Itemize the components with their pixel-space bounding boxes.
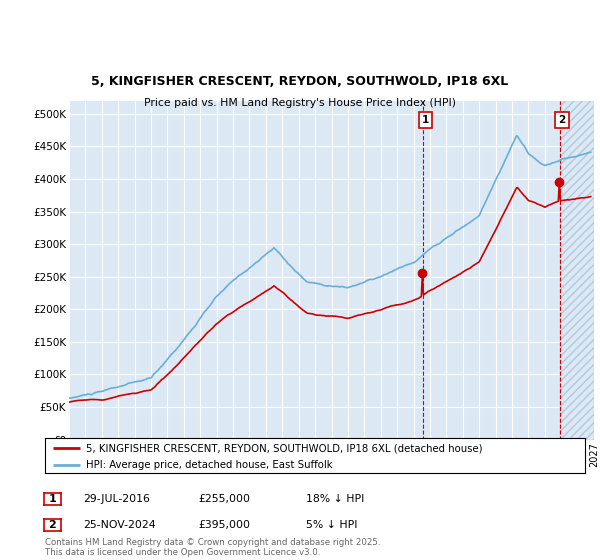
Text: Price paid vs. HM Land Registry's House Price Index (HPI): Price paid vs. HM Land Registry's House … xyxy=(144,98,456,108)
Text: Contains HM Land Registry data © Crown copyright and database right 2025.
This d: Contains HM Land Registry data © Crown c… xyxy=(45,538,380,557)
Text: 29-JUL-2016: 29-JUL-2016 xyxy=(83,494,149,504)
Text: 2: 2 xyxy=(559,115,566,125)
Text: 18% ↓ HPI: 18% ↓ HPI xyxy=(306,494,364,504)
Text: HPI: Average price, detached house, East Suffolk: HPI: Average price, detached house, East… xyxy=(86,460,332,469)
Bar xyxy=(560,101,594,440)
Text: 5, KINGFISHER CRESCENT, REYDON, SOUTHWOLD, IP18 6XL (detached house): 5, KINGFISHER CRESCENT, REYDON, SOUTHWOL… xyxy=(86,443,482,453)
Text: 1: 1 xyxy=(422,115,429,125)
Text: 5, KINGFISHER CRESCENT, REYDON, SOUTHWOLD, IP18 6XL: 5, KINGFISHER CRESCENT, REYDON, SOUTHWOL… xyxy=(91,76,509,88)
Text: £395,000: £395,000 xyxy=(198,520,250,530)
Text: £255,000: £255,000 xyxy=(198,494,250,504)
Text: 1: 1 xyxy=(49,494,56,504)
Text: 2: 2 xyxy=(49,520,56,530)
Text: 5% ↓ HPI: 5% ↓ HPI xyxy=(306,520,358,530)
Text: 25-NOV-2024: 25-NOV-2024 xyxy=(83,520,155,530)
